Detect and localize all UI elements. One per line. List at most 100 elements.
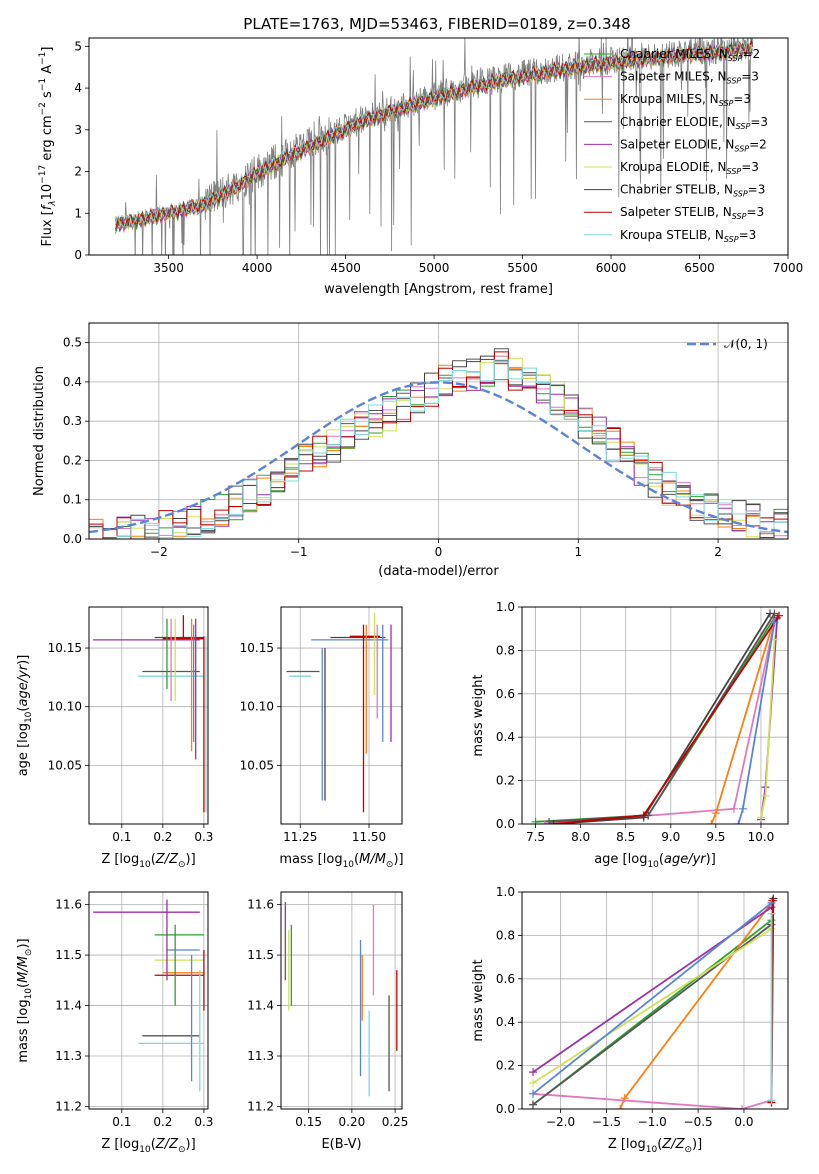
- legend-sub: SSP: [734, 144, 749, 153]
- y-tick-label: 0.6: [496, 972, 515, 986]
- x-tick-label: 4500: [330, 261, 361, 275]
- label-part: (: [354, 852, 359, 867]
- y-tick-label: 5: [74, 39, 82, 53]
- series-marker: [529, 1089, 538, 1098]
- legend-entry: Chabrier MILES, NSSP=2: [620, 47, 760, 63]
- x-tick-label: −1.5: [592, 1115, 621, 1129]
- label-part: Z/Z: [155, 852, 179, 867]
- age_vs_Z-ylabel: age [log10(age/yr)]: [16, 655, 34, 777]
- label-part: (: [657, 1137, 662, 1152]
- series-marker: [738, 804, 747, 813]
- histogram-layer: [89, 348, 788, 539]
- label-part: age [log: [16, 723, 31, 776]
- age_vs_Z-frame: [88, 606, 209, 825]
- legend-sub: SSP: [733, 190, 748, 199]
- ylabel-part: ]: [40, 47, 55, 52]
- x-tick-label: 11.25: [283, 830, 317, 844]
- legend-text: =3: [733, 92, 751, 106]
- y-tick-label: 10.05: [240, 758, 274, 772]
- x-tick-label: 4000: [242, 261, 273, 275]
- x-tick-label: 9.5: [706, 830, 725, 844]
- series-marker: [756, 813, 765, 822]
- model-spectrum-line: [115, 41, 754, 230]
- series-marker: [639, 811, 648, 820]
- spectrum-axes: 3500 4000 4500 5000 5500 6000 6500 7000 0 1 2 3 4 5: [74, 39, 803, 275]
- y-tick-label: 0.1: [63, 493, 82, 507]
- ylabel-part: f: [40, 203, 55, 210]
- label-part: )]: [16, 938, 31, 948]
- series-line: [535, 617, 776, 823]
- y-tick-label: 11.4: [55, 999, 82, 1013]
- legend-text: Chabrier MILES, N: [620, 47, 728, 61]
- y-tick-label: 10.15: [48, 641, 82, 655]
- errorbar-point: [162, 615, 204, 640]
- label-part: ⊙: [386, 860, 394, 870]
- series-marker: [711, 809, 720, 818]
- y-tick-label: 10.10: [240, 700, 274, 714]
- series-marker: [729, 804, 738, 813]
- massweight_vs_age-ylabel: mass weight: [471, 674, 486, 756]
- series-marker: [770, 618, 779, 627]
- mass_vs_Z-ylabel: mass [log10(M/M⊙)]: [16, 938, 34, 1062]
- y-tick-label: 0.8: [496, 643, 515, 657]
- label-part: ⊙: [178, 1145, 186, 1155]
- series-line: [544, 622, 776, 824]
- legend-entry: Kroupa STELIB, NSSP=3: [620, 228, 756, 244]
- label-part: )]: [692, 1137, 702, 1152]
- ylabel-part: erg cm: [40, 115, 55, 164]
- spectrum-xlabel: wavelength [Angstrom, rest frame]: [324, 282, 553, 297]
- legend-entry: Salpeter MILES, NSSP=3: [620, 70, 759, 86]
- massweight_vs_Z-xlabel: Z [log10(Z/Z⊙)]: [608, 1137, 702, 1155]
- label-part: M/M: [16, 956, 31, 983]
- massweight_vs_age-frame: [521, 606, 789, 825]
- mass_vs_Z-frame: [88, 891, 209, 1110]
- ylabel-part: Flux [: [40, 210, 55, 246]
- legend-text: =3: [746, 205, 764, 219]
- label-part: mass [log: [16, 999, 31, 1062]
- legend-entry: Chabrier ELODIE, NSSP=3: [620, 115, 768, 131]
- x-tick-label: 6500: [684, 261, 715, 275]
- x-tick-label: −0.5: [684, 1115, 713, 1129]
- y-tick-label: 11.5: [247, 948, 274, 962]
- legend-text: =3: [741, 70, 759, 84]
- y-tick-label: 0.5: [63, 336, 82, 350]
- legend-sub: SSP: [719, 99, 734, 108]
- x-tick-label: 8.5: [616, 830, 635, 844]
- x-tick-label: 0.25: [382, 1115, 409, 1129]
- legend-text: Chabrier ELODIE, N: [620, 115, 736, 129]
- label-part: 10: [139, 1145, 151, 1155]
- spectrum-lines: [115, 38, 754, 255]
- mass_vs_Z-points: [93, 899, 205, 1092]
- massweight_vs_age-xlabel: age [log10(age/yr)]: [594, 852, 716, 870]
- label-part: mass weight: [471, 674, 486, 756]
- legend-entry: Salpeter ELODIE, NSSP=2: [620, 137, 767, 153]
- mass_vs_EBV-xlabel: E(B-V): [321, 1137, 361, 1152]
- label-part: )]: [706, 852, 716, 867]
- series-marker: [545, 817, 554, 824]
- label-part: )]: [393, 852, 403, 867]
- legend-sub: SSP: [724, 235, 739, 244]
- x-tick-label: 7.5: [526, 830, 545, 844]
- legend-sub: SSP: [727, 167, 742, 176]
- label-part: (: [16, 707, 31, 712]
- massweight_vs_age-lines: [531, 609, 783, 824]
- ylabel-part: s: [40, 91, 55, 102]
- series-marker: [529, 1100, 538, 1109]
- age_vs_mass-axes: 11.25 11.50 10.05 10.10 10.15: [240, 607, 402, 844]
- mass_vs_EBV-frame: [280, 891, 403, 1110]
- y-tick-label: 0.0: [496, 1102, 515, 1116]
- normal-curve: [89, 381, 788, 534]
- series-marker: [738, 1105, 747, 1109]
- y-tick-label: 11.2: [247, 1099, 274, 1113]
- massweight_vs_Z-lines: [529, 894, 778, 1109]
- series-line: [532, 902, 773, 1095]
- figure-title: PLATE=1763, MJD=53463, FIBERID=0189, z=0…: [243, 15, 630, 33]
- label-part: age/yr: [664, 852, 707, 867]
- label-part: )]: [16, 655, 31, 665]
- y-tick-label: 1: [74, 206, 82, 220]
- y-tick-label: 0.3: [63, 414, 82, 428]
- y-tick-label: 0.4: [496, 1015, 515, 1029]
- legend-text: =3: [748, 183, 766, 197]
- label-part: 10: [646, 1145, 658, 1155]
- label-part: ⊙: [24, 949, 34, 957]
